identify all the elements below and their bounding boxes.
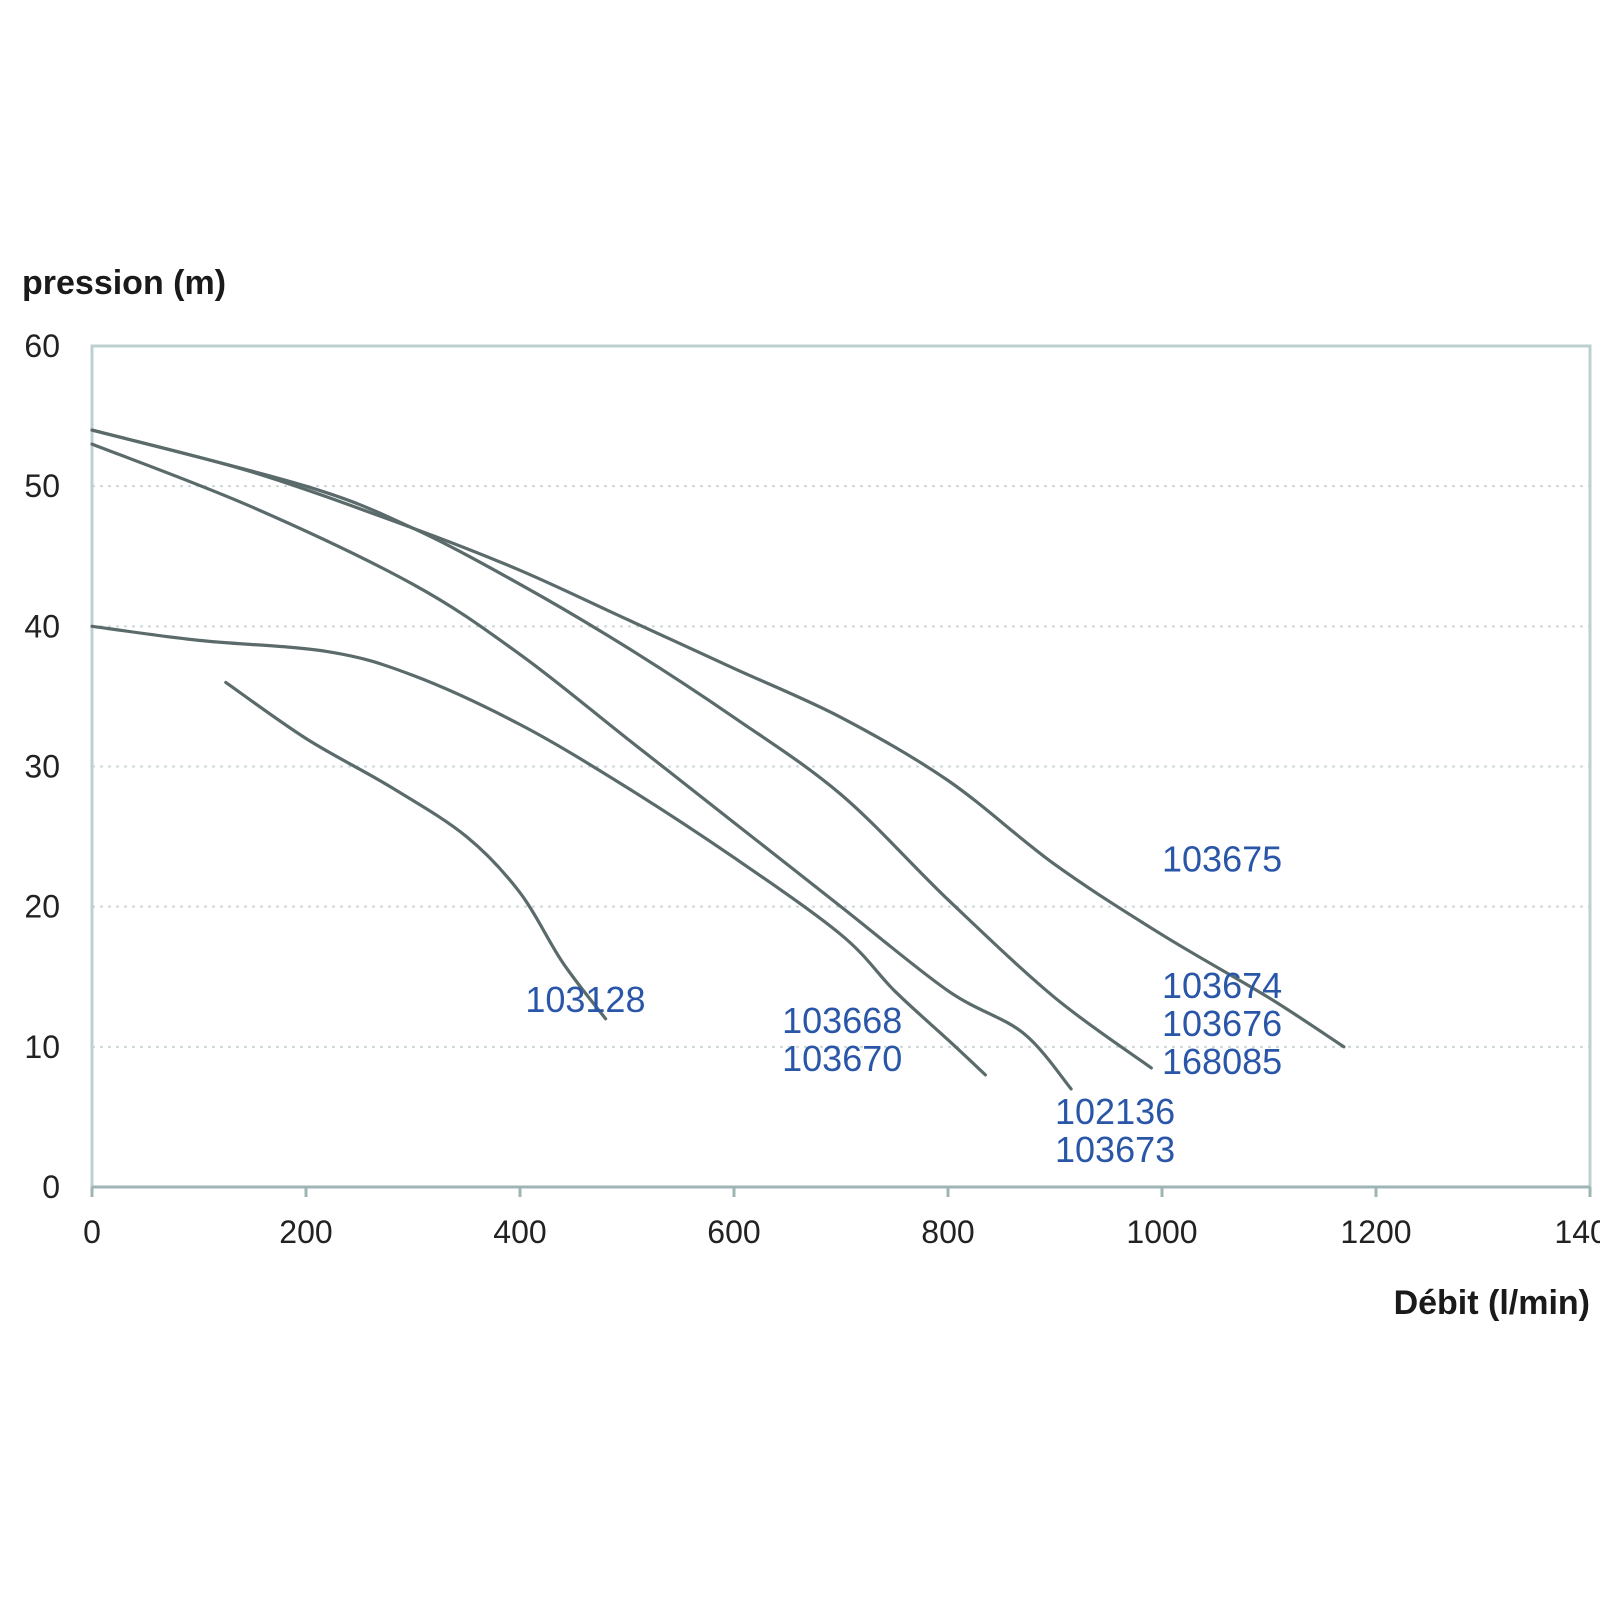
x-tick-label: 200	[279, 1214, 332, 1250]
y-tick-label: 40	[24, 608, 60, 644]
series-label: 103670	[782, 1038, 902, 1079]
y-tick-label: 10	[24, 1029, 60, 1065]
series-label: 103674	[1162, 965, 1282, 1006]
x-tick-label: 400	[493, 1214, 546, 1250]
y-tick-label: 20	[24, 889, 60, 925]
series-curve	[90, 442, 1073, 1091]
y-tick-label: 30	[24, 749, 60, 785]
y-tick-label: 60	[24, 328, 60, 364]
y-tick-label: 50	[24, 468, 60, 504]
x-tick-label: 600	[707, 1214, 760, 1250]
series-labels: 1031281036681036701021361036731036741036…	[525, 839, 1282, 1170]
series-curves	[90, 428, 1346, 1091]
series-curve	[224, 680, 608, 1021]
series-label: 102136	[1055, 1091, 1175, 1132]
x-tick-label: 1200	[1340, 1214, 1411, 1250]
series-label: 103128	[525, 979, 645, 1020]
x-tick-label: 1400	[1554, 1214, 1600, 1250]
series-label: 103675	[1162, 839, 1282, 880]
x-tick-label: 800	[921, 1214, 974, 1250]
x-axis-title: Débit (l/min)	[1394, 1284, 1590, 1322]
gridlines	[92, 485, 1590, 1048]
series-label: 168085	[1162, 1041, 1282, 1082]
series-curve	[90, 428, 1153, 1070]
axes: 01020304050600200400600800100012001400	[24, 328, 1600, 1250]
x-tick-label: 0	[83, 1214, 101, 1250]
series-label: 103668	[782, 1000, 902, 1041]
series-label: 103676	[1162, 1003, 1282, 1044]
series-curve	[90, 428, 1346, 1049]
y-axis-title: pression (m)	[22, 264, 226, 302]
y-tick-label: 0	[42, 1169, 60, 1205]
x-tick-label: 1000	[1126, 1214, 1197, 1250]
series-curve	[90, 624, 987, 1077]
series-label: 103673	[1055, 1129, 1175, 1170]
